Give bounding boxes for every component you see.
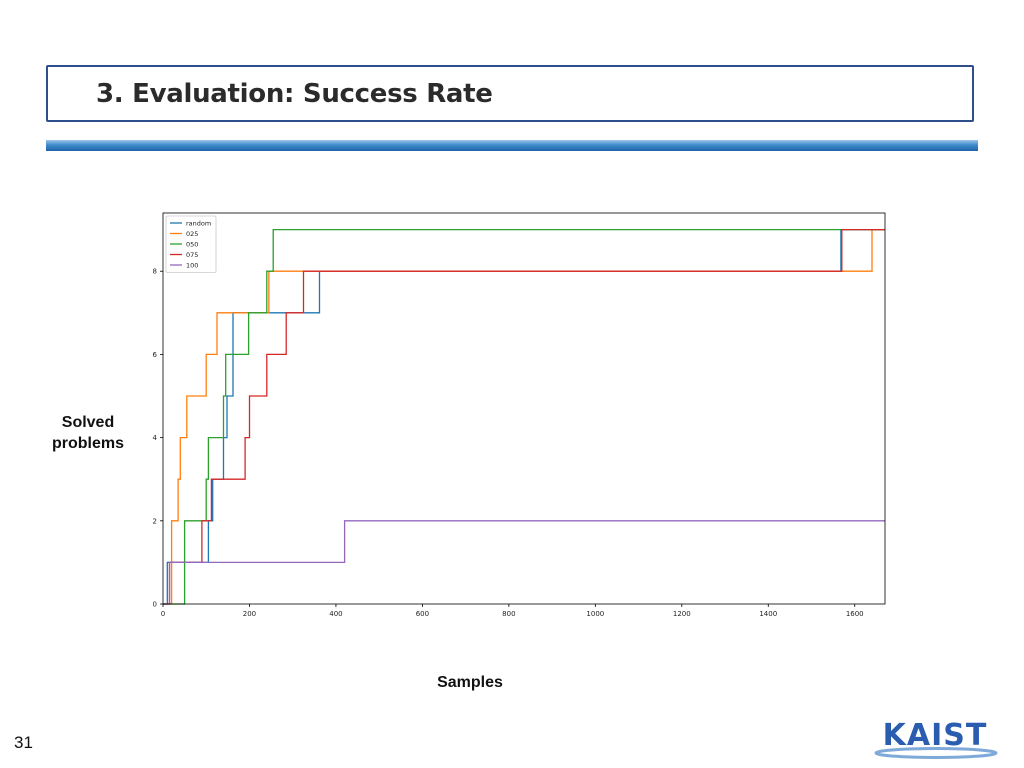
y-tick-label: 8 xyxy=(153,268,157,276)
x-tick-label: 200 xyxy=(243,610,256,618)
x-tick-label: 0 xyxy=(161,610,165,618)
page-number: 31 xyxy=(14,733,33,752)
legend-label-050: 050 xyxy=(186,240,198,248)
logo-wordmark: KAIST xyxy=(883,718,988,753)
series-line-random xyxy=(163,228,885,605)
axis-layer: 0 200 400 600 800 1000 1200 1400 1600 0 2 4 6 8 xyxy=(153,268,864,618)
x-tick-label: 1200 xyxy=(673,610,691,618)
y-tick-label: 0 xyxy=(153,601,157,609)
legend-label-025: 025 xyxy=(186,230,198,238)
series-layer xyxy=(163,228,885,605)
series-line-075 xyxy=(163,228,885,605)
legend-label-100: 100 xyxy=(186,261,198,269)
y-axis-caption-line-2: problems xyxy=(51,435,124,452)
kaist-logo: KAIST xyxy=(874,718,998,759)
x-tick-label: 1000 xyxy=(586,610,604,618)
logo-swoosh xyxy=(874,747,998,759)
legend: random 025 050 075 100 xyxy=(165,215,217,273)
x-axis-caption: Samples xyxy=(437,674,503,691)
x-tick-label: 600 xyxy=(416,610,429,618)
series-line-050 xyxy=(163,228,885,605)
y-axis-caption: Solved problems xyxy=(36,412,140,454)
slide-title-box: 3. Evaluation: Success Rate xyxy=(46,65,974,122)
legend-label-random: random xyxy=(186,219,211,227)
x-tick-label: 1400 xyxy=(759,610,777,618)
success-rate-chart: 0 200 400 600 800 1000 1200 1400 1600 0 2 4 6 8 rando… xyxy=(140,205,900,625)
x-tick-label: 800 xyxy=(502,610,515,618)
slide-title: 3. Evaluation: Success Rate xyxy=(96,79,493,109)
y-tick-label: 2 xyxy=(153,517,157,525)
legend-label-075: 075 xyxy=(186,251,198,259)
legend-box xyxy=(165,215,217,273)
y-axis-caption-line-1: Solved xyxy=(61,414,115,431)
x-tick-label: 1600 xyxy=(846,610,864,618)
y-tick-label: 6 xyxy=(153,351,158,359)
plot-frame xyxy=(162,212,886,605)
title-underline-bar xyxy=(46,140,978,151)
y-tick-label: 4 xyxy=(153,434,158,442)
x-tick-label: 400 xyxy=(329,610,342,618)
